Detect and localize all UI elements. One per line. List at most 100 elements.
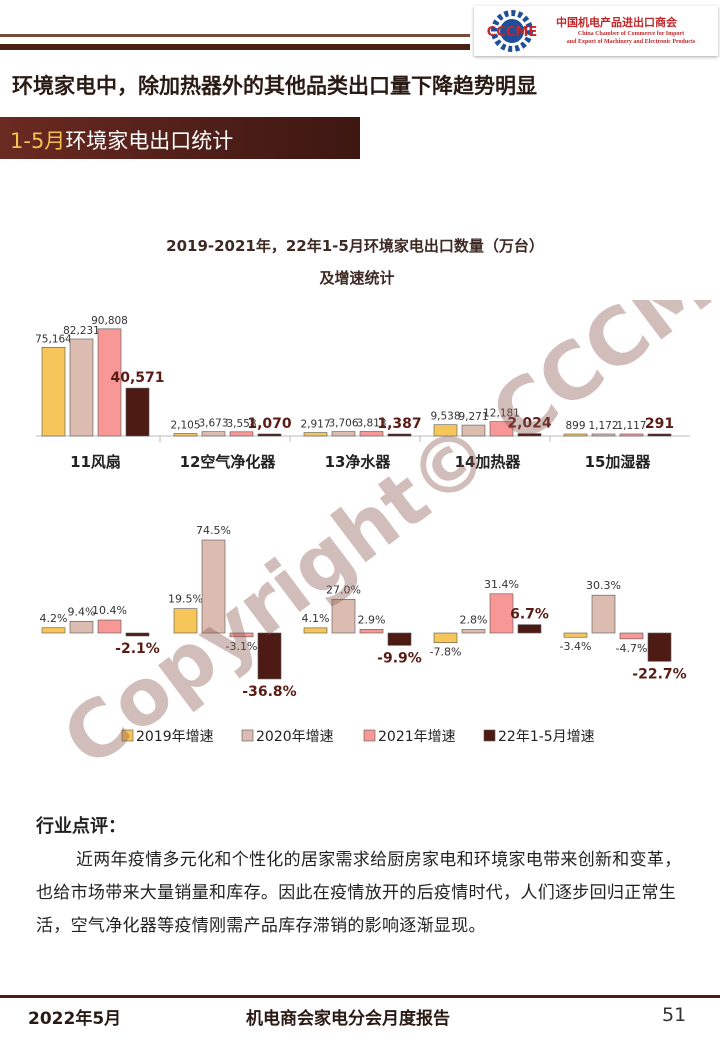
growth-label-3-4: -9.9% [377,650,422,666]
quantity-bar-2-3 [229,431,254,437]
org-name-en: China Chamber of Commerce for Import and… [546,30,716,46]
growth-label-2-4: -36.8% [242,684,296,700]
quantity-bar-3-1 [303,432,328,437]
category-label-2: 12空气净化器 [180,453,277,471]
quantity-bar-1-1 [41,347,66,437]
quantity-bar-3-4 [387,433,412,437]
growth-bar-5-4 [647,632,672,662]
quantity-label-3-4: 1,387 [377,416,421,432]
growth-bar-5-1 [563,632,588,638]
org-name-cn: 中国机电产品进出口商会 [556,16,677,29]
growth-bar-1-4 [125,632,150,637]
quantity-bar-1-3 [97,328,122,437]
quantity-label-1-2: 82,231 [63,325,100,337]
growth-bar-1-1 [41,627,66,634]
growth-bar-4-4 [517,624,542,634]
quantity-label-4-2: 9,271 [458,411,488,423]
growth-bar-2-3 [229,632,254,638]
legend-label-4: 22年1-5月增速 [498,729,595,745]
growth-bar-4-1 [433,632,458,644]
quantity-bar-4-3 [489,421,514,437]
cccme-logo-icon: CCCME [487,10,537,52]
legend-label-3: 2021年增速 [378,729,456,745]
footer-report-title: 机电商会家电分会月度报告 [246,1009,450,1029]
growth-label-2-1: 19.5% [168,593,203,606]
growth-bar-4-3 [489,593,514,634]
quantity-label-1-3: 90,808 [91,315,128,327]
quantity-label-4-1: 9,538 [430,411,460,423]
legend-swatch-3 [363,729,376,742]
growth-label-4-1: -7.8% [430,646,462,659]
growth-label-4-2: 2.8% [460,614,488,627]
commentary-body: 近两年疫情多元化和个性化的居家需求给厨房家电和环境家电带来创新和变革，也给市场带… [36,850,682,936]
chart-subtitle: 及增速统计 [319,269,394,287]
growth-bar-3-4 [387,632,412,646]
quantity-label-1-1: 75,164 [35,333,72,345]
category-label-1: 11风扇 [70,453,121,471]
growth-label-5-1: -3.4% [560,640,592,653]
growth-bar-3-3 [359,629,384,634]
page-number: 51 [662,1004,687,1026]
growth-bar-1-3 [97,619,122,634]
quantity-label-3-2: 3,706 [328,418,358,430]
quantity-label-1-4: 40,571 [110,370,164,386]
footer-rule [0,995,720,998]
growth-label-3-1: 4.1% [302,612,330,625]
section-title-prefix: 1-5月 [10,129,66,153]
growth-bar-3-1 [303,627,328,634]
logo-text: CCCME [487,25,537,40]
quantity-bar-2-2 [201,431,226,437]
org-logo-block: CCCME 中国机电产品进出口商会 China Chamber of Comme… [474,6,718,56]
legend-label-2: 2020年增速 [256,729,334,745]
quantity-label-2-4: 1,070 [247,416,292,432]
growth-bar-4-2 [461,629,486,634]
commentary-title: 行业点评： [36,816,126,837]
growth-bar-5-3 [619,632,644,640]
quantity-label-5-3: 1,117 [616,420,646,432]
legend-swatch-2 [241,729,254,742]
section-title-text: 环境家电出口统计 [65,129,234,153]
category-label-3: 13净水器 [325,453,392,471]
quantity-bar-5-1 [563,433,588,437]
quantity-bar-1-4 [125,387,150,437]
quantity-label-3-3: 3,813 [356,418,386,430]
quantity-label-3-1: 2,917 [300,419,330,431]
quantity-bar-4-2 [461,424,486,437]
quantity-label-4-3: 12,181 [483,408,520,420]
footer-date: 2022年5月 [28,1009,122,1029]
quantity-label-5-1: 899 [565,420,585,432]
quantity-bar-2-4 [257,433,282,437]
export-chart: 2019-2021年，22年1-5月环境家电出口数量（万台） 及增速统计 75,16… [35,237,690,745]
legend-swatch-4 [483,729,496,742]
growth-label-4-3: 31.4% [484,578,519,591]
quantity-label-4-4: 2,024 [507,416,552,432]
category-label-4: 14加热器 [455,453,522,471]
growth-label-2-2: 74.5% [196,524,231,537]
growth-bar-2-1 [173,608,198,634]
growth-label-4-4: 6.7% [510,607,549,623]
growth-bar-1-2 [69,620,94,634]
quantity-bar-3-2 [331,431,356,437]
growth-label-5-4: -22.7% [632,666,686,682]
category-label-5: 15加湿器 [585,453,652,471]
quantity-label-5-2: 1,172 [588,420,618,432]
quantity-label-2-2: 3,673 [198,418,228,430]
chart-title: 2019-2021年，22年1-5月环境家电出口数量（万台） [166,237,544,255]
quantity-bar-4-1 [433,424,458,437]
growth-label-1-4: -2.1% [115,641,160,657]
quantity-bar-5-2 [591,433,616,437]
quantity-bar-4-4 [517,433,542,437]
quantity-label-5-4: 291 [645,416,674,432]
quantity-label-2-3: 3,558 [226,418,256,430]
quantity-bar-2-1 [173,433,198,437]
quantity-bar-5-4 [647,433,672,437]
org-name-en-line1: China Chamber of Commerce for Import [577,31,685,37]
growth-label-3-2: 27.0% [326,583,361,596]
growth-label-5-3: -4.7% [616,642,648,655]
growth-label-1-1: 4.2% [40,612,68,625]
growth-label-2-3: -3.1% [226,640,258,653]
growth-label-1-3: 10.4% [92,604,127,617]
quantity-bar-1-2 [69,338,94,437]
legend-swatch-1 [121,729,134,742]
growth-bar-2-4 [257,632,282,680]
